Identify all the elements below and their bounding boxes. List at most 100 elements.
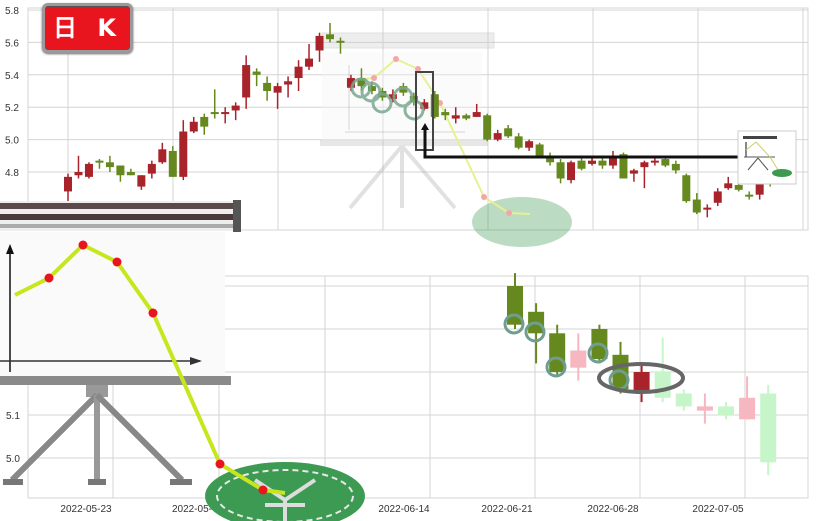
- x-tick-label: 2022-05-: [172, 504, 212, 515]
- candle-body: [273, 86, 282, 93]
- candle-body: [570, 350, 587, 368]
- candle: [168, 146, 177, 177]
- candle-body: [357, 78, 366, 87]
- candle-body: [608, 157, 617, 166]
- candle-body: [619, 154, 628, 179]
- candle-body: [326, 34, 334, 40]
- candle: [147, 160, 156, 179]
- candle: [696, 393, 713, 424]
- candle: [326, 22, 334, 43]
- candle-body: [734, 184, 743, 190]
- candle-body: [74, 172, 83, 176]
- candle-body: [535, 144, 544, 156]
- candle: [273, 82, 282, 109]
- candle: [760, 384, 777, 476]
- y-tick-label: 5.0: [5, 136, 19, 147]
- candle: [64, 173, 72, 202]
- candle: [74, 155, 83, 179]
- candle-body: [284, 81, 293, 85]
- candle-body: [629, 170, 638, 174]
- candle-body: [64, 176, 72, 192]
- candle: [472, 103, 481, 117]
- candle: [483, 113, 492, 142]
- x-tick-label: 2022-06-14: [378, 504, 430, 515]
- candle: [242, 55, 251, 109]
- candle: [95, 159, 104, 169]
- candle-body: [95, 160, 104, 163]
- faded-easel-icon: [320, 32, 495, 210]
- candle: [263, 76, 272, 101]
- candle: [294, 60, 303, 91]
- candle-body: [671, 163, 680, 171]
- candle: [567, 160, 576, 184]
- candle: [671, 160, 680, 174]
- candle-body: [598, 160, 607, 166]
- daily-k-badge[interactable]: 日 K: [42, 3, 133, 53]
- candle: [739, 376, 756, 420]
- candle: [284, 76, 293, 98]
- candle: [535, 142, 544, 158]
- candle-body: [158, 149, 167, 163]
- y-tick-label: 5.6: [5, 38, 19, 49]
- candle: [409, 92, 418, 106]
- bottom-x-axis: 2022-05-23 2022-05- 2022-06-14 2022-06-21 20…: [60, 504, 744, 515]
- candle-body: [168, 150, 177, 177]
- candle-body: [137, 175, 146, 187]
- candle-body: [577, 160, 586, 169]
- y-tick-label: 4.8: [5, 168, 19, 179]
- candle-body: [755, 180, 764, 195]
- y-tick-label: 5.0: [6, 454, 20, 465]
- candle: [556, 159, 565, 184]
- candle: [633, 363, 650, 403]
- x-tick-label: 2022-05-23: [60, 504, 112, 515]
- highlight-rings-bottom: [503, 313, 630, 391]
- candle: [305, 44, 314, 70]
- candle-body: [441, 112, 450, 116]
- candle-body: [703, 207, 712, 210]
- candle-body: [696, 406, 713, 411]
- bottom-candles: [507, 273, 777, 476]
- candle: [462, 113, 471, 121]
- candle-body: [252, 71, 261, 75]
- trend-line: [14, 242, 286, 495]
- candle: [179, 120, 188, 181]
- top-plot-frame: [27, 7, 809, 231]
- mini-easel-icon[interactable]: [737, 130, 797, 185]
- candle: [336, 37, 345, 54]
- candle-body: [409, 95, 418, 103]
- top-y-axis: 5.8 5.6 5.4 5.2 5.0 4.8: [5, 6, 19, 179]
- candle: [84, 162, 93, 179]
- y-tick-label: 5.8: [5, 6, 19, 17]
- top-chart-grid: [27, 7, 809, 231]
- candle-body: [200, 116, 209, 127]
- candle-body: [483, 115, 492, 140]
- candle-body: [116, 165, 125, 176]
- candle-body: [346, 78, 355, 88]
- candle: [315, 32, 324, 62]
- top-candles: [64, 22, 775, 218]
- candle: [528, 303, 545, 364]
- candle-body: [633, 372, 650, 394]
- candle: [718, 402, 734, 420]
- candle-body: [504, 128, 513, 137]
- candle-body: [367, 86, 376, 91]
- bottom-plot-frame: [27, 275, 809, 499]
- candle: [221, 107, 230, 124]
- candle: [158, 142, 167, 164]
- candle-body: [263, 82, 272, 91]
- candle: [577, 157, 586, 171]
- candle-body: [147, 163, 156, 174]
- candle-body: [336, 40, 345, 43]
- candle: [525, 139, 534, 151]
- faded-coin-icon: [472, 197, 572, 247]
- y-tick-label: 5.4: [5, 71, 19, 82]
- candle-body: [179, 131, 188, 177]
- candle-body: [420, 102, 429, 109]
- highlight-ellipse: [597, 362, 685, 394]
- candle-body: [525, 141, 534, 148]
- candle-body: [221, 112, 230, 115]
- candle: [640, 160, 649, 189]
- connector-arrow-icon: [421, 123, 429, 130]
- candle: [682, 173, 691, 203]
